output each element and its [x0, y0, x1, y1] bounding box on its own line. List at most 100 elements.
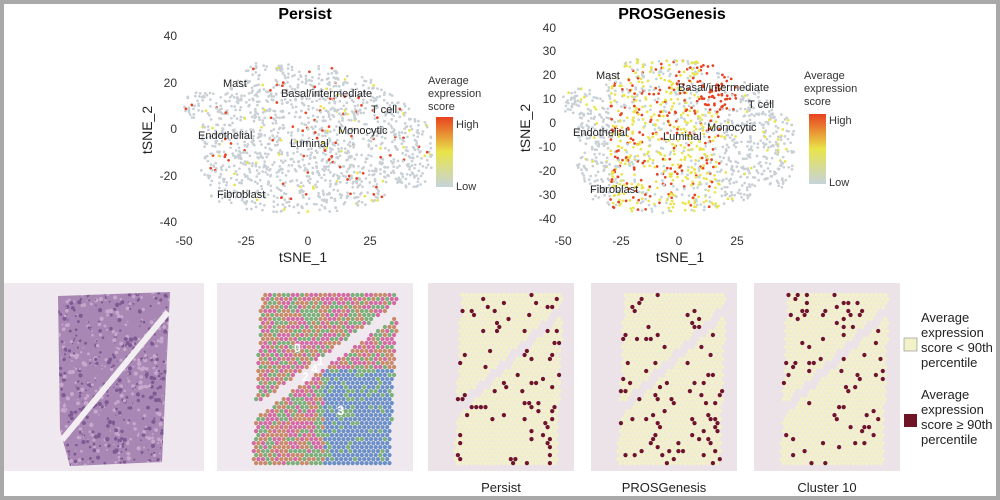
spot-low — [485, 296, 490, 302]
he-texture-blob — [106, 424, 110, 428]
cluster-spot — [254, 461, 259, 466]
cluster-spot — [373, 429, 378, 434]
cluster-spot — [270, 417, 275, 422]
tsne-point — [360, 153, 363, 157]
tsne-point — [372, 172, 376, 176]
tsne-point — [684, 202, 687, 206]
he-texture-blob — [117, 318, 122, 323]
tsne-point — [571, 111, 575, 115]
tsne-point — [637, 198, 641, 202]
tsne-point — [260, 187, 264, 191]
cluster-spot — [341, 300, 346, 306]
cluster-spot — [272, 324, 277, 330]
tsne-point — [720, 92, 724, 96]
cluster-spot — [265, 312, 270, 318]
cluster-spot — [327, 316, 332, 322]
tsne-point — [239, 157, 243, 161]
tsne-point — [283, 205, 287, 209]
cluster-spot — [316, 312, 321, 318]
tsne-point — [384, 176, 387, 179]
tsne-point — [732, 143, 736, 147]
tsne-point — [766, 167, 770, 170]
tsne-point — [732, 107, 735, 111]
tsne-point — [364, 79, 368, 83]
cluster-spot — [355, 389, 360, 394]
he-texture-blob — [101, 364, 103, 367]
he-texture-blob — [98, 444, 102, 448]
tsne-point — [604, 160, 608, 164]
tsne-point — [757, 100, 761, 104]
he-texture-blob — [157, 442, 160, 445]
cluster-spot — [293, 352, 298, 358]
tsne-point — [401, 151, 404, 155]
tsne-point — [343, 112, 347, 115]
cluster-spot — [332, 389, 337, 394]
tsne-point — [232, 114, 236, 118]
tsne-point — [347, 167, 350, 171]
cluster-spot — [339, 433, 344, 438]
cluster-spot — [309, 397, 314, 402]
tsne-point — [390, 126, 394, 130]
tsne-point — [351, 136, 354, 140]
tsne-point — [589, 109, 592, 112]
tsne-point — [654, 86, 658, 90]
tsne-point — [317, 133, 321, 136]
he-texture-blob — [122, 437, 127, 442]
cluster-spot — [270, 320, 275, 326]
cluster-spot — [378, 429, 383, 434]
tsne-point — [404, 184, 408, 188]
tsne-point — [281, 161, 285, 164]
cluster-spot — [290, 397, 295, 402]
tsne-point — [694, 159, 698, 162]
cluster-spot — [267, 461, 272, 466]
cluster-spot — [283, 312, 289, 318]
tsne-point — [246, 143, 250, 146]
cluster-spot — [263, 389, 268, 394]
cluster-spot — [274, 441, 279, 446]
tsne-point — [631, 100, 634, 104]
tsne-point — [715, 110, 719, 114]
tsne-point — [287, 200, 291, 204]
tsne-point — [632, 145, 635, 149]
tsne-point — [702, 164, 706, 167]
tsne-point — [704, 199, 708, 203]
he-texture-blob — [137, 337, 141, 341]
xtick-label: -50 — [554, 234, 572, 248]
tsne-point — [695, 90, 698, 94]
tsne-point — [690, 208, 694, 212]
tsne-point — [634, 189, 638, 193]
cluster-spot — [385, 385, 390, 390]
tsne-point — [702, 176, 706, 180]
cluster-spot — [281, 348, 286, 354]
tsne-point — [277, 138, 281, 142]
he-texture-blob — [157, 301, 160, 305]
tsne-point — [575, 103, 579, 107]
tsne-point — [375, 104, 379, 107]
tsne-point — [587, 119, 590, 123]
cluster-spot — [260, 328, 266, 334]
tsne-point — [684, 141, 688, 145]
tsne-point — [269, 184, 273, 188]
spot-low — [465, 300, 470, 306]
tsne-point — [378, 162, 382, 165]
cluster-spot — [357, 457, 362, 462]
cluster-spot — [323, 421, 328, 426]
cluster-spot — [254, 445, 259, 450]
tsne-point — [382, 98, 386, 102]
he-texture-blob — [91, 330, 93, 332]
cluster-spot — [369, 413, 374, 418]
tsne-point — [679, 73, 682, 77]
tsne-point — [321, 151, 325, 155]
tsne-point — [767, 110, 771, 113]
tsne-point — [672, 101, 676, 105]
spot-low — [520, 292, 525, 298]
tsne-point — [362, 111, 366, 115]
tsne-point — [602, 153, 605, 157]
cluster-spot — [375, 409, 381, 414]
tsne-point — [327, 115, 331, 119]
he-texture-blob — [117, 455, 121, 459]
tsne-point — [697, 183, 701, 187]
tsne-point — [234, 195, 238, 199]
tsne-point — [248, 98, 251, 102]
tsne-point — [663, 78, 667, 82]
